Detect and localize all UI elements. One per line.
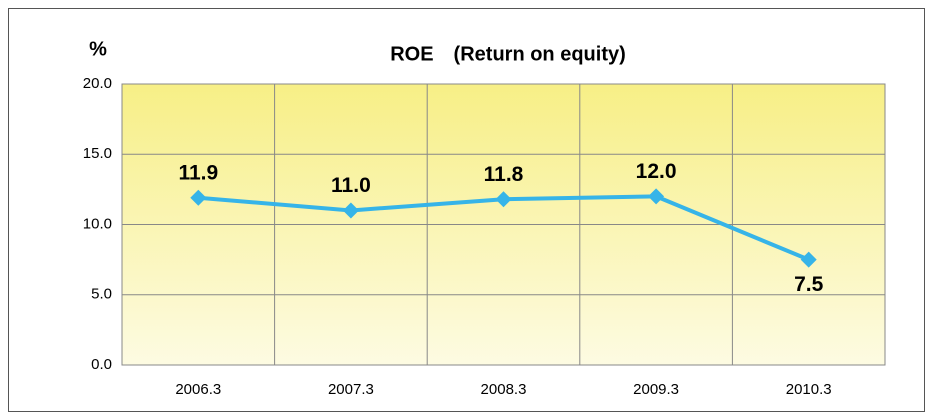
marker xyxy=(800,251,817,268)
marker xyxy=(648,188,665,205)
y-tick-label: 0.0 xyxy=(91,356,112,373)
data-label: 11.8 xyxy=(484,163,524,186)
x-tick-label: 2006.3 xyxy=(175,381,221,398)
x-tick-label: 2008.3 xyxy=(481,381,527,398)
y-axis-label: % xyxy=(89,38,107,60)
marker xyxy=(495,191,512,208)
y-tick-label: 10.0 xyxy=(83,215,112,232)
chart-title: ROE (Return on equity) xyxy=(390,43,626,65)
data-label: 12.0 xyxy=(636,160,677,183)
x-tick-label: 2010.3 xyxy=(786,381,832,398)
data-label: 11.0 xyxy=(331,174,371,197)
y-tick-label: 15.0 xyxy=(83,145,112,162)
y-tick-label: 5.0 xyxy=(91,286,112,303)
data-label: 7.5 xyxy=(794,273,824,296)
x-tick-label: 2009.3 xyxy=(633,381,679,398)
data-label: 11.9 xyxy=(178,161,218,184)
marker xyxy=(342,202,359,219)
marker xyxy=(190,189,207,206)
y-tick-label: 20.0 xyxy=(83,75,112,92)
x-tick-label: 2007.3 xyxy=(328,381,374,398)
